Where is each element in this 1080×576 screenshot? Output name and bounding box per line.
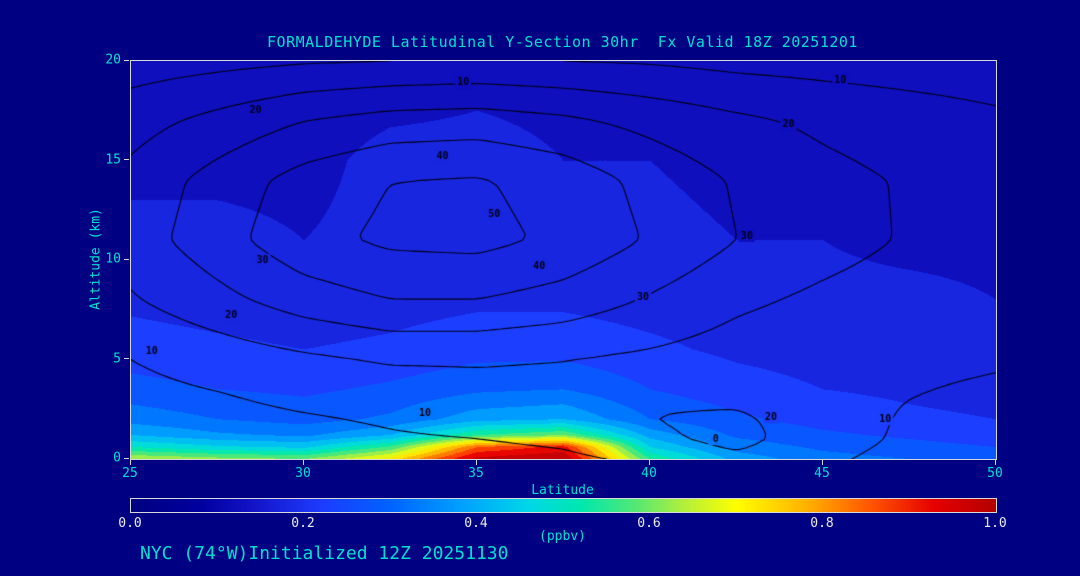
x-axis-tick: [129, 460, 131, 465]
y-axis-tick: [124, 59, 129, 61]
y-axis-tick: [124, 457, 129, 459]
y-axis-tick-label: 20: [105, 52, 121, 68]
colorbar-tick-label: 0.4: [464, 516, 488, 531]
y-axis-tick-label: 15: [105, 152, 121, 167]
colorbar-tick-label: 1.0: [983, 516, 1007, 531]
chart-title: FORMALDEHYDE Latitudinal Y-Section 30hr …: [267, 33, 858, 51]
y-axis-tick-label: 5: [113, 351, 121, 366]
x-axis-tick: [475, 460, 477, 465]
x-axis-tick-label: 45: [814, 466, 830, 481]
x-axis-tick-label: 35: [468, 466, 484, 481]
x-axis-tick: [994, 460, 996, 465]
colorbar-units: (ppbv): [539, 529, 586, 544]
colorbar-tick-label: 0.6: [637, 516, 661, 531]
colorbar-tick-label: 0.2: [291, 516, 315, 531]
x-axis-tick-label: 25: [122, 466, 138, 481]
x-axis-tick: [821, 460, 823, 465]
colorbar: [130, 498, 997, 513]
y-axis-tick-label: 0: [113, 450, 121, 466]
y-axis-tick: [124, 358, 129, 359]
x-axis-tick: [302, 460, 304, 465]
cross-section-plot: [130, 60, 997, 460]
x-axis-tick-label: 40: [641, 466, 657, 481]
x-axis-tick: [648, 460, 650, 465]
x-axis-title: Latitude: [531, 483, 594, 498]
y-axis-tick-label: 10: [105, 251, 121, 267]
colorbar-tick-label: 0.8: [810, 516, 834, 531]
y-axis-title: Altitude (km): [88, 208, 104, 310]
x-axis-tick-label: 30: [295, 466, 311, 481]
x-axis-tick-label: 50: [987, 466, 1003, 481]
init-annotation: NYC (74°W)Initialized 12Z 20251130: [140, 543, 509, 564]
colorbar-tick-label: 0.0: [118, 516, 142, 531]
y-axis-tick: [124, 258, 129, 260]
y-axis-tick: [124, 159, 129, 160]
